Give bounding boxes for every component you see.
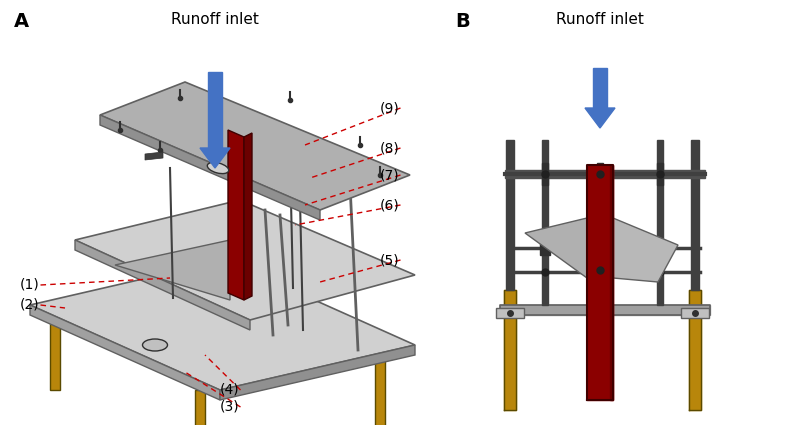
Polygon shape (30, 260, 415, 390)
Polygon shape (541, 140, 547, 305)
Polygon shape (50, 315, 60, 390)
Polygon shape (235, 275, 245, 350)
Polygon shape (505, 140, 513, 290)
Text: Runoff inlet: Runoff inlet (555, 12, 643, 27)
Polygon shape (592, 68, 606, 108)
Text: B: B (455, 12, 469, 31)
Text: (4): (4) (220, 383, 240, 397)
Polygon shape (504, 290, 516, 410)
Polygon shape (200, 148, 229, 168)
Polygon shape (500, 305, 709, 315)
Polygon shape (75, 240, 249, 330)
Polygon shape (539, 243, 549, 255)
Text: (2): (2) (20, 298, 40, 312)
Polygon shape (525, 218, 586, 278)
Polygon shape (656, 140, 662, 305)
Polygon shape (596, 163, 602, 185)
Text: Runoff inlet: Runoff inlet (171, 12, 258, 27)
Polygon shape (115, 240, 229, 300)
Polygon shape (585, 108, 614, 128)
Polygon shape (375, 355, 384, 425)
Polygon shape (610, 165, 612, 400)
Polygon shape (30, 305, 220, 400)
Text: A: A (14, 12, 29, 31)
Text: (7): (7) (379, 168, 399, 182)
Polygon shape (145, 152, 163, 160)
Ellipse shape (207, 162, 229, 173)
Text: (8): (8) (379, 141, 399, 155)
Polygon shape (691, 140, 698, 290)
Text: (9): (9) (379, 101, 399, 115)
Bar (680, 308, 708, 318)
Polygon shape (656, 163, 662, 185)
Polygon shape (75, 200, 415, 320)
Polygon shape (220, 345, 415, 400)
Polygon shape (654, 243, 664, 255)
Bar (496, 308, 524, 318)
Polygon shape (541, 163, 547, 185)
Polygon shape (586, 165, 612, 400)
Text: (5): (5) (379, 253, 399, 267)
Polygon shape (100, 82, 410, 210)
Text: (6): (6) (379, 198, 399, 212)
Polygon shape (100, 115, 320, 220)
Polygon shape (208, 72, 221, 152)
Polygon shape (244, 133, 252, 300)
Polygon shape (195, 390, 205, 425)
Polygon shape (688, 290, 700, 410)
Ellipse shape (142, 339, 168, 351)
Polygon shape (504, 170, 704, 178)
Text: (3): (3) (220, 400, 240, 414)
Text: (1): (1) (20, 278, 40, 292)
Polygon shape (228, 130, 244, 300)
Polygon shape (612, 218, 677, 282)
